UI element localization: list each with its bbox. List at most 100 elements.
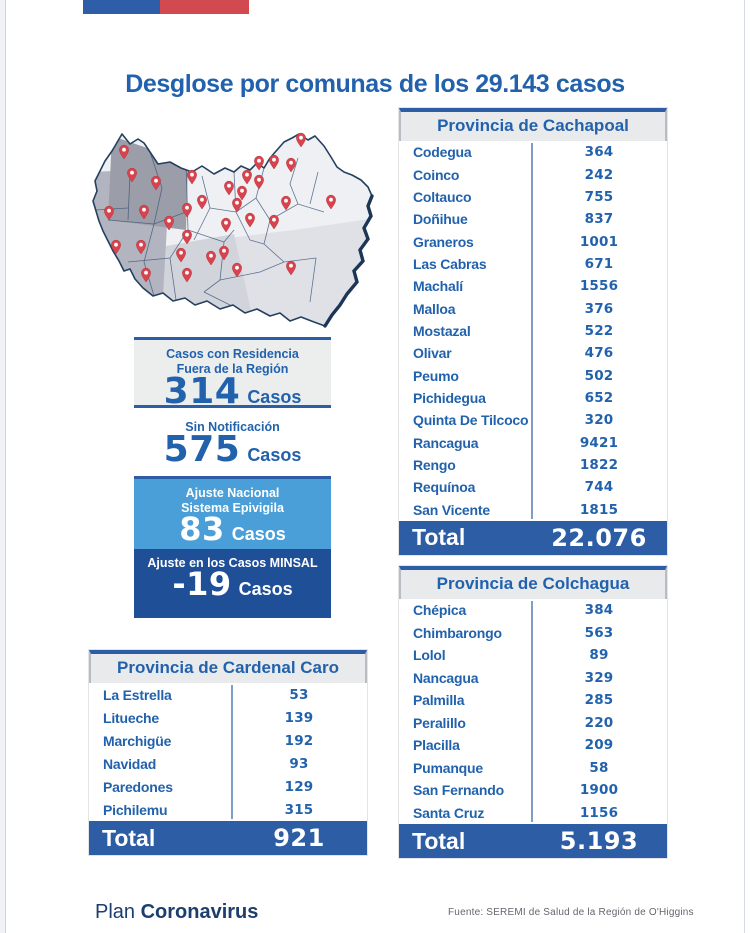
commune-cases: 220 xyxy=(584,714,614,731)
table-title: Provincia de Cardenal Caro xyxy=(89,650,367,683)
table-provincia-cardenal-caro: Provincia de Cardenal Caro La Estrella 53… xyxy=(88,649,368,856)
commune-name: Graneros xyxy=(413,233,474,250)
commune-name: Pichilemu xyxy=(103,801,168,818)
commune-name: Litueche xyxy=(103,709,159,726)
table-row: Placilla 209 xyxy=(399,734,667,757)
table-provincia-colchagua: Provincia de Colchagua Chépica 384 Chimbar… xyxy=(398,565,668,859)
stat-unit: Casos xyxy=(247,444,302,465)
commune-cases: 1556 xyxy=(579,278,619,295)
commune-cases: 93 xyxy=(289,755,309,772)
commune-cases: 320 xyxy=(584,412,614,429)
stat-box-fuera-region: Casos con Residencia Fuera de la Región … xyxy=(134,337,331,409)
stat-box-ajuste-minsal: Ajuste en los Casos MINSAL -19 Casos xyxy=(134,549,331,618)
table-provincia-cachapoal: Provincia de Cachapoal Codegua 364 Coinco 2… xyxy=(398,107,668,556)
table-row: San Vicente 1815 xyxy=(399,499,667,521)
commune-cases: 364 xyxy=(584,144,614,161)
commune-cases: 522 xyxy=(584,322,614,339)
stat-unit: Casos xyxy=(247,386,302,407)
table-row: Quinta De Tilcoco 320 xyxy=(399,409,667,431)
stat-box-sin-notificacion: Sin Notificación 575 Casos xyxy=(134,408,331,479)
stat-value: -19 Casos xyxy=(134,568,331,600)
table-body: Chépica 384 Chimbarongo 563 Lolol 89 Nancagua 3… xyxy=(399,599,667,824)
page-edge-left xyxy=(0,0,5,933)
table-row: Chimbarongo 563 xyxy=(399,622,667,645)
region-map xyxy=(92,132,374,328)
table-total-row: Total 5.193 xyxy=(399,824,667,858)
table-row: Requínoa 744 xyxy=(399,476,667,498)
table-row: Pichidegua 652 xyxy=(399,387,667,409)
commune-name: La Estrella xyxy=(103,686,172,703)
commune-name: Malloa xyxy=(413,300,456,317)
table-row: Doñihue 837 xyxy=(399,208,667,230)
table-title: Provincia de Cachapoal xyxy=(399,108,667,141)
commune-name: San Vicente xyxy=(413,501,490,518)
table-row: Malloa 376 xyxy=(399,297,667,319)
commune-cases: 755 xyxy=(584,188,614,205)
table-total-row: Total 22.076 xyxy=(399,520,667,555)
commune-name: Peralillo xyxy=(413,714,466,731)
commune-cases: 9421 xyxy=(579,434,619,451)
brand-regular: Plan xyxy=(95,901,136,923)
table-row: Santa Cruz 1156 xyxy=(399,802,667,825)
commune-cases: 89 xyxy=(589,647,609,664)
commune-cases: 652 xyxy=(584,389,614,406)
commune-name: Mostazal xyxy=(413,322,471,339)
commune-cases: 139 xyxy=(284,709,314,726)
commune-name: Rengo xyxy=(413,456,456,473)
commune-cases: 837 xyxy=(584,211,614,228)
total-value: 5.193 xyxy=(559,827,639,855)
commune-borders xyxy=(95,151,325,313)
commune-cases: 285 xyxy=(584,692,614,709)
stat-value: 83 Casos xyxy=(134,513,331,545)
commune-cases: 53 xyxy=(289,686,309,703)
commune-cases: 1900 xyxy=(579,782,619,799)
table-row: Pumanque 58 xyxy=(399,757,667,780)
commune-name: Requínoa xyxy=(413,479,476,496)
andes-border xyxy=(323,194,374,328)
table-row: Palmilla 285 xyxy=(399,689,667,712)
stat-label: Sin Notificación xyxy=(185,420,280,434)
page-edge-line-left xyxy=(5,0,6,933)
commune-name: Chépica xyxy=(413,602,467,619)
commune-cases: 744 xyxy=(584,479,614,496)
commune-name: Codegua xyxy=(413,144,472,161)
commune-name: Pumanque xyxy=(413,759,483,776)
commune-cases: 315 xyxy=(284,801,314,818)
stat-label: Casos con Residencia Fuera de la Región xyxy=(166,347,299,376)
table-row: Las Cabras 671 xyxy=(399,253,667,275)
commune-name: Peumo xyxy=(413,367,459,384)
commune-name: Palmilla xyxy=(413,692,465,709)
commune-name: Marchigüe xyxy=(103,732,172,749)
commune-name: Pichidegua xyxy=(413,389,486,406)
commune-name: Lolol xyxy=(413,647,446,664)
commune-cases: 242 xyxy=(584,166,614,183)
table-body: La Estrella 53 Litueche 139 Marchigüe 192 Navi… xyxy=(89,683,367,821)
table-row: Coinco 242 xyxy=(399,163,667,185)
commune-cases: 1822 xyxy=(579,456,619,473)
table-row: Pichilemu 315 xyxy=(89,798,367,821)
commune-name: Chimbarongo xyxy=(413,624,502,641)
total-label: Total xyxy=(102,824,156,851)
table-row: Litueche 139 xyxy=(89,706,367,729)
table-body: Codegua 364 Coinco 242 Coltauco 755 Doñihue 837… xyxy=(399,141,667,521)
stat-number: 575 xyxy=(163,428,241,470)
commune-name: Doñihue xyxy=(413,211,468,228)
table-row: San Fernando 1900 xyxy=(399,779,667,802)
commune-name: Coltauco xyxy=(413,188,472,205)
source-credit: Fuente: SEREMI de Salud de la Región de … xyxy=(448,907,694,918)
brand-bold: Coronavirus xyxy=(140,901,259,923)
table-row: Machalí 1556 xyxy=(399,275,667,297)
flag-blue-block xyxy=(83,0,160,14)
commune-name: Machalí xyxy=(413,278,463,295)
table-row: Rancagua 9421 xyxy=(399,431,667,453)
table-row: Marchigüe 192 xyxy=(89,729,367,752)
table-row: Lolol 89 xyxy=(399,644,667,667)
commune-cases: 192 xyxy=(284,732,314,749)
table-row: Peralillo 220 xyxy=(399,712,667,735)
stat-unit: Casos xyxy=(231,523,286,544)
commune-cases: 1156 xyxy=(579,804,619,821)
commune-cases: 502 xyxy=(584,367,614,384)
commune-name: Santa Cruz xyxy=(413,804,485,821)
commune-cases: 671 xyxy=(584,255,614,272)
